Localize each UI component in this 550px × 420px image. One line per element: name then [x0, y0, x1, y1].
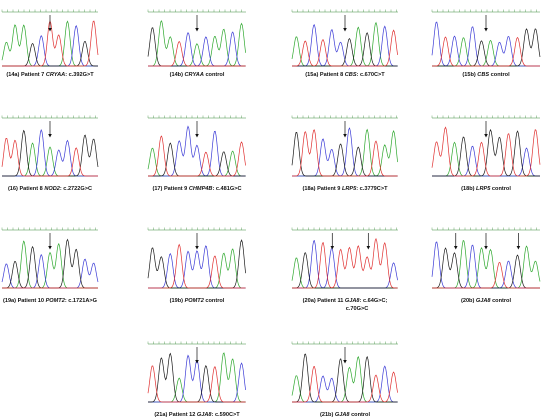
trace-T [1, 137, 98, 177]
chromatogram-panel-20b: (20b) GJA8 control [431, 227, 541, 304]
trace-G [291, 132, 398, 177]
trace-G [147, 27, 246, 67]
panel-caption: (20b) GJA8 control [461, 298, 512, 304]
trace-C [432, 145, 540, 177]
trace-T [292, 366, 398, 403]
variant-arrow-icon [484, 121, 488, 138]
variant-arrow-icon [48, 15, 52, 32]
trace-G [292, 353, 398, 403]
panel-caption: (21a) Patient 12 GJA8: c.590C>T [154, 412, 240, 418]
trace-C [1, 253, 99, 289]
trace-C [148, 31, 246, 67]
trace-T [432, 261, 540, 289]
chromatogram-panel-19b: (19b) POMT2 control [147, 227, 246, 304]
base-position-ruler [431, 227, 540, 231]
chromatogram-panel-15b: (15b) CBS control [431, 9, 541, 78]
trace-T [148, 40, 246, 67]
trace-C [148, 245, 246, 289]
panel-caption: (14b) CRYAA control [170, 72, 225, 78]
chromatogram-panel-21a: (21a) Patient 12 GJA8: c.590C>T [147, 341, 246, 418]
base-position-ruler [147, 115, 246, 119]
chromatogram-panel-19a: (19a) Patient 10 POMT2: c.1721A>G [1, 227, 99, 304]
chromatogram-panel-14a: (14a) Patient 7 CRYAA: c.392G>T [1, 9, 99, 78]
panel-caption-line2: c.70G>C [346, 306, 369, 312]
chromatogram-panel-18a: (18a) Patient 9 LRP5: c.3779C>T [291, 115, 398, 192]
trace-G [2, 40, 98, 67]
base-position-ruler [291, 9, 398, 13]
trace-T [292, 129, 398, 177]
panel-caption: (18a) Patient 9 LRP5: c.3779C>T [302, 186, 388, 192]
chromatogram-panel-14b: (14b) CRYAA control [147, 9, 246, 78]
variant-arrow-icon [343, 347, 347, 364]
trace-T [432, 36, 540, 67]
base-position-ruler [291, 115, 398, 119]
base-position-ruler [147, 341, 246, 345]
panel-caption: (16) Patient 8 NOD2: c.2722G>C [8, 186, 92, 192]
variant-arrow-icon [195, 347, 199, 364]
trace-A [148, 248, 246, 289]
trace-A [147, 147, 246, 177]
panel-caption: (17) Patient 9 CHMP4B: c.481G>C [152, 186, 241, 192]
trace-T [148, 243, 246, 289]
trace-G [432, 128, 540, 177]
chromatogram-panel-21b: (21b) GJA8 control [291, 341, 398, 418]
base-position-ruler [291, 227, 398, 231]
panel-caption: (18b) LRP5 control [461, 186, 511, 192]
variant-arrow-icon [195, 121, 199, 138]
variant-arrow-icon [330, 233, 335, 250]
trace-A [291, 356, 398, 403]
panel-caption: (19b) POMT2 control [170, 298, 225, 304]
variant-arrow-icon [453, 233, 458, 250]
base-position-ruler [1, 227, 98, 231]
panel-caption: (21b) GJA8 control [320, 412, 371, 418]
variant-arrow-icon [195, 233, 199, 250]
variant-arrow-icon [484, 15, 488, 32]
variant-arrow-icon [516, 233, 521, 250]
panel-caption: (15b) CBS control [462, 72, 510, 78]
base-position-ruler [147, 227, 246, 231]
trace-A [148, 20, 246, 67]
panel-caption: (19a) Patient 10 POMT2: c.1721A>G [3, 298, 97, 304]
trace-A [291, 257, 398, 289]
chromatogram-panel-15a: (15a) Patient 8 CBS: c.670C>T [291, 9, 398, 78]
chromatogram-panel-17: (17) Patient 9 CHMP4B: c.481G>C [147, 115, 246, 192]
variant-arrow-icon [343, 121, 347, 138]
variant-arrow-icon [48, 233, 52, 250]
trace-G [148, 142, 246, 177]
trace-G [432, 28, 541, 67]
chromatogram-panel-20a: (20a) Patient 11 GJA8: c.64G>C; c.70G>C [291, 227, 398, 312]
variant-arrow-icon [366, 233, 371, 250]
trace-G [292, 252, 398, 289]
variant-arrow-icon [195, 15, 199, 32]
trace-T [147, 365, 246, 403]
variant-arrow-icon [343, 15, 347, 32]
trace-A [2, 142, 98, 177]
trace-G [432, 247, 540, 289]
base-position-ruler [1, 115, 98, 119]
panel-caption: (20a) Patient 11 GJA8: c.64G>C; [303, 298, 388, 304]
panel-caption: (14a) Patient 7 CRYAA: c.392G>T [6, 72, 94, 78]
base-position-ruler [147, 9, 246, 13]
trace-T [148, 135, 246, 177]
panel-caption: (15a) Patient 8 CBS: c.670C>T [305, 72, 385, 78]
chromatogram-panel-16: (16) Patient 8 NOD2: c.2722G>C [1, 115, 99, 192]
base-position-ruler [431, 115, 540, 119]
trace-T [431, 126, 541, 177]
base-position-ruler [1, 9, 98, 13]
trace-T [292, 237, 398, 289]
variant-arrow-icon [484, 233, 488, 250]
base-position-ruler [431, 9, 540, 13]
chromatogram-panel-18b: (18b) LRP5 control [431, 115, 541, 192]
base-position-ruler [291, 341, 398, 345]
trace-T [292, 29, 398, 67]
variant-arrow-icon [48, 121, 52, 138]
